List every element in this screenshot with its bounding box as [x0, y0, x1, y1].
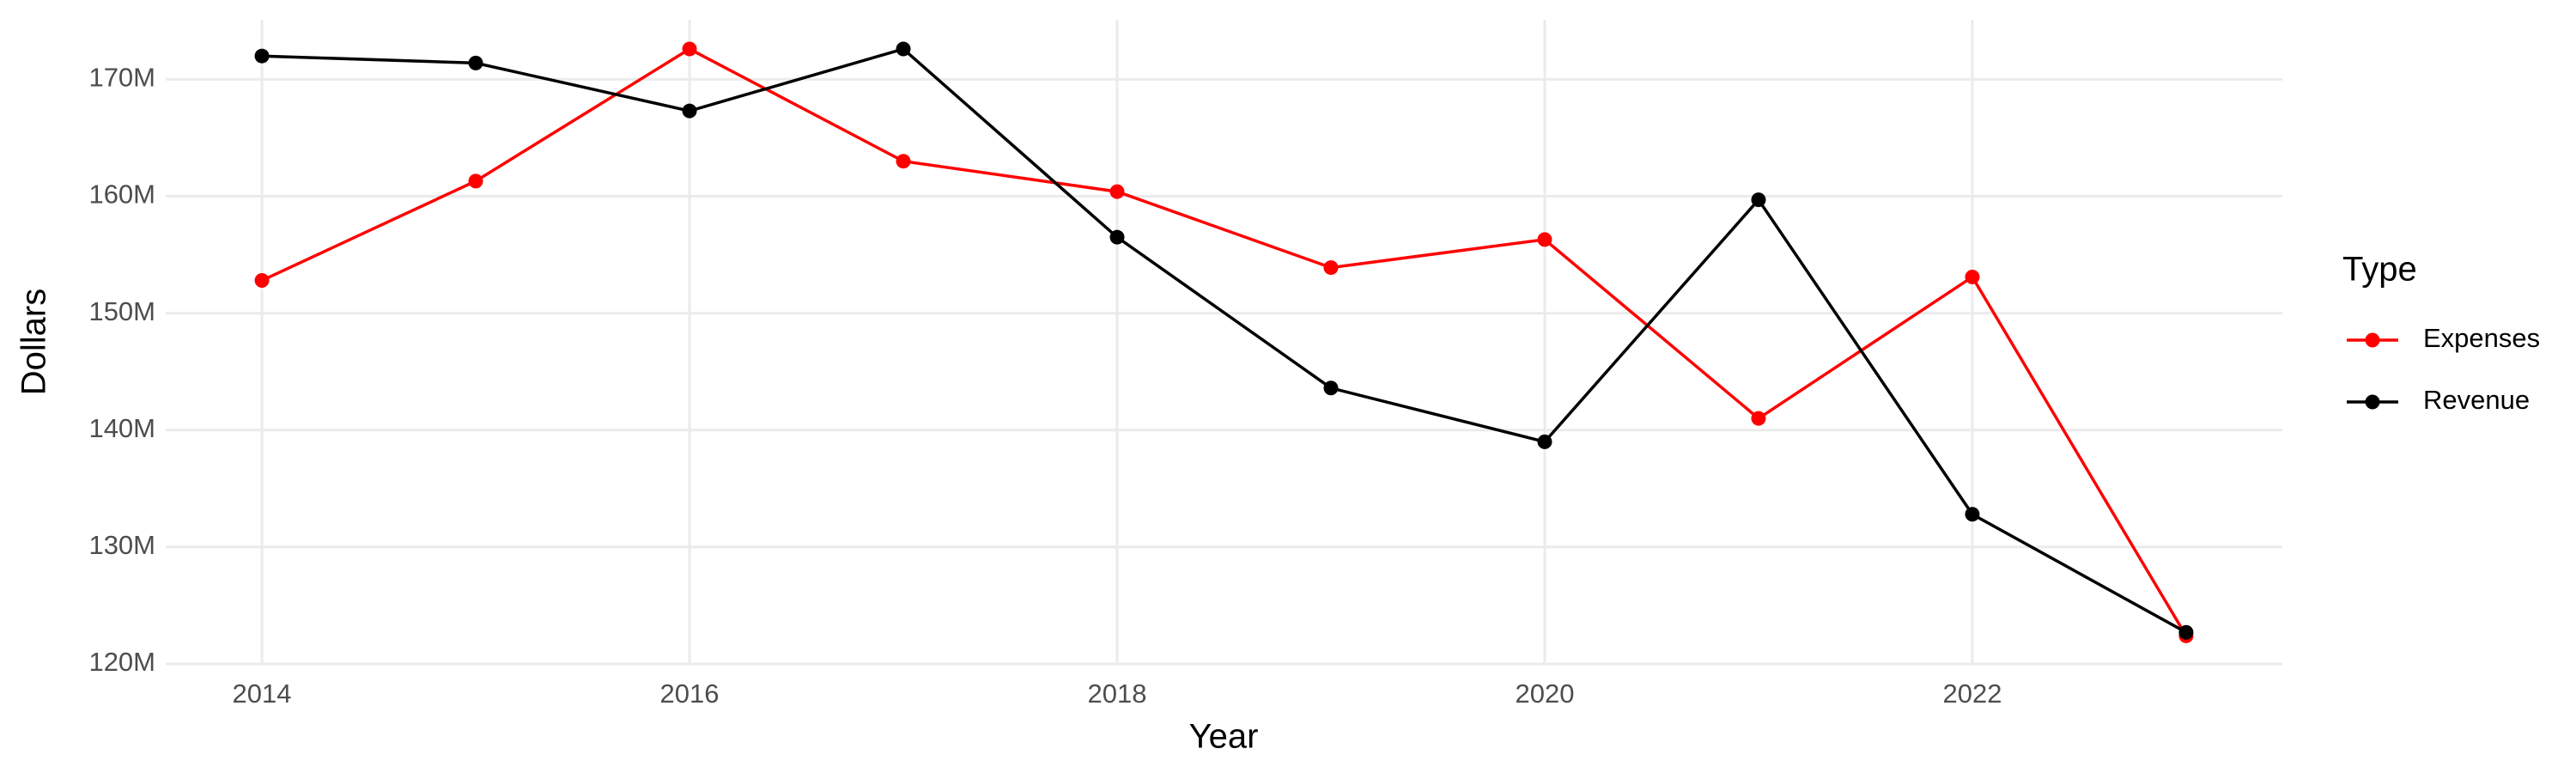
y-axis-title: Dollars	[15, 289, 53, 395]
legend-key-point	[2365, 332, 2380, 348]
data-point	[1109, 229, 1125, 245]
y-tick-label: 140M	[88, 413, 155, 443]
legend-key-point	[2365, 394, 2380, 410]
x-tick-label: 2018	[1088, 679, 1147, 709]
data-point	[254, 48, 270, 64]
x-tick-label: 2022	[1942, 679, 2002, 709]
data-point	[468, 55, 483, 70]
y-tick-label: 170M	[88, 63, 155, 93]
legend-label: Revenue	[2423, 385, 2530, 415]
data-point	[1965, 507, 1980, 522]
data-point	[682, 103, 697, 119]
y-tick-label: 160M	[88, 180, 155, 210]
data-point	[2178, 624, 2194, 640]
data-point	[1323, 380, 1339, 396]
x-tick-label: 2014	[233, 679, 292, 709]
data-point	[254, 273, 270, 289]
x-axis-title: Year	[1189, 718, 1259, 756]
data-point	[896, 154, 911, 169]
x-tick-label: 2020	[1516, 679, 1575, 709]
data-point	[896, 41, 911, 57]
data-point	[1965, 269, 1980, 284]
x-tick-label: 2016	[660, 679, 720, 709]
data-point	[682, 41, 697, 57]
y-tick-label: 120M	[88, 647, 155, 677]
y-tick-label: 130M	[88, 530, 155, 560]
legend-title: Type	[2342, 251, 2417, 289]
data-point	[1323, 260, 1339, 276]
data-point	[1537, 232, 1552, 247]
y-tick-label: 150M	[88, 296, 155, 326]
data-point	[1109, 184, 1125, 199]
data-point	[1537, 434, 1552, 449]
series-line	[261, 47, 2187, 634]
data-point	[468, 173, 483, 189]
data-point	[1751, 192, 1766, 208]
data-point	[1751, 411, 1766, 426]
legend-label: Expenses	[2423, 323, 2540, 353]
series-line	[261, 47, 2188, 637]
